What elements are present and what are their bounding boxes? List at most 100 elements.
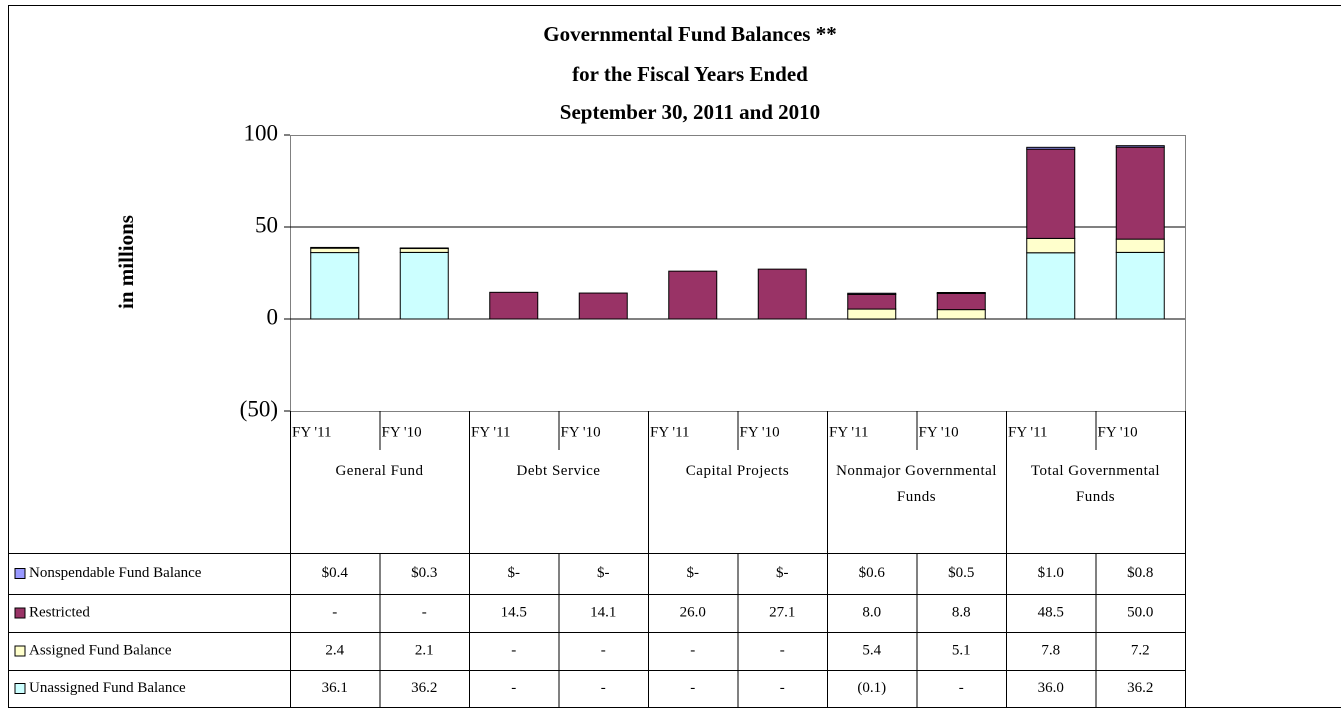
x-tick-label: FY '11 [650, 424, 690, 440]
bar-segment [489, 291, 539, 320]
data-label: 48.5 [1038, 604, 1064, 620]
y-tick-label: 100 [244, 120, 279, 145]
group-label: General Fund [335, 463, 424, 479]
y-tick-label: (50) [240, 396, 278, 421]
bar-segment [1115, 146, 1165, 240]
bar-segment [847, 293, 897, 310]
x-tick-label: FY '10 [382, 424, 422, 440]
bar-segment [757, 268, 807, 320]
legend-label: Nonspendable Fund Balance [29, 565, 202, 581]
group-label: Total Governmental Funds [1030, 463, 1161, 505]
bar-segment [668, 270, 718, 320]
legend-label: Restricted [29, 604, 90, 620]
bar-segment [399, 247, 449, 250]
chart-title: Governmental Fund Balances ** [543, 22, 836, 46]
data-label: - [690, 642, 695, 658]
group-label: Nonmajor Governmental Funds [836, 463, 997, 505]
data-label: $- [508, 565, 521, 581]
bar-segment [1026, 237, 1076, 254]
x-tick-label: FY '11 [292, 424, 332, 440]
legend-label: Assigned Fund Balance [29, 642, 172, 658]
group-label: Capital Projects [685, 463, 790, 479]
data-label: - [690, 680, 695, 696]
group-label-box: General Fund [335, 463, 424, 479]
data-label: 8.0 [862, 604, 881, 620]
data-label: - [780, 680, 785, 696]
legend-swatch [14, 607, 26, 619]
chart-title: for the Fiscal Years Ended [572, 62, 808, 86]
data-label: 2.4 [325, 642, 344, 658]
group-label-box: Debt Service [516, 463, 601, 479]
bar-segment [1026, 148, 1076, 239]
data-label: - [511, 642, 516, 658]
y-axis-label: in millions [114, 215, 138, 309]
bar-segment [1026, 252, 1076, 320]
group-label: Debt Service [516, 463, 601, 479]
data-label: - [601, 642, 606, 658]
x-tick-label: FY '10 [561, 424, 601, 440]
bar-segment [1115, 251, 1165, 320]
data-label: $- [687, 565, 700, 581]
legend-swatch [14, 683, 26, 694]
data-label: - [601, 680, 606, 696]
bar-segment [1115, 238, 1165, 253]
data-label: 5.4 [862, 642, 881, 658]
data-label: 36.0 [1038, 680, 1064, 696]
legend-label: Unassigned Fund Balance [29, 680, 186, 696]
data-label: $0.6 [859, 565, 886, 581]
bar-segment [1115, 145, 1165, 148]
bar-segment [847, 308, 897, 320]
data-label: 14.1 [590, 604, 616, 620]
data-label: - [780, 642, 785, 658]
chart-title: September 30, 2011 and 2010 [560, 100, 820, 124]
data-label: 5.1 [952, 642, 971, 658]
data-label: 36.1 [322, 680, 348, 696]
x-tick-label: FY '10 [919, 424, 959, 440]
data-label: $0.4 [322, 565, 349, 581]
data-label: $0.8 [1127, 565, 1153, 581]
data-label: 26.0 [680, 604, 706, 620]
x-tick-label: FY '11 [1008, 424, 1048, 440]
bar-segment [399, 251, 449, 320]
x-tick-label: FY '11 [829, 424, 869, 440]
data-label: - [511, 680, 516, 696]
x-tick-label: FY '10 [740, 424, 780, 440]
bar-segment [310, 246, 360, 249]
x-tick-label: FY '10 [1098, 424, 1138, 440]
x-tick-label: FY '11 [471, 424, 511, 440]
group-label-box: Nonmajor Governmental Funds [836, 463, 997, 505]
group-label-box: Capital Projects [685, 463, 790, 479]
data-label: $0.5 [948, 565, 974, 581]
data-label: $- [776, 565, 789, 581]
data-label: 7.8 [1041, 642, 1060, 658]
data-label: 14.5 [501, 604, 527, 620]
y-tick-label: 0 [267, 304, 279, 329]
bar-segment [399, 248, 449, 253]
data-label: 2.1 [415, 642, 434, 658]
legend-swatch [14, 568, 26, 579]
bar-segment [936, 309, 986, 320]
data-label: 50.0 [1127, 604, 1153, 620]
data-label: 27.1 [769, 604, 795, 620]
bar-segment [936, 292, 986, 294]
data-label: 36.2 [411, 680, 437, 696]
bar-segment [310, 252, 360, 320]
data-label: 8.8 [952, 604, 971, 620]
bar-segment [847, 292, 897, 295]
data-label: $0.3 [411, 565, 437, 581]
data-label: $1.0 [1038, 565, 1064, 581]
bar-segment [578, 292, 628, 320]
legend-swatch [14, 645, 26, 657]
bar-segment [936, 292, 986, 311]
data-label: - [959, 680, 964, 696]
data-label: 36.2 [1127, 680, 1153, 696]
data-label: - [422, 604, 427, 620]
group-label-box: Total Governmental Funds [1030, 463, 1161, 505]
y-tick-label: 50 [255, 212, 278, 237]
data-label: (0.1) [857, 680, 886, 696]
bar-segment [310, 247, 360, 254]
data-label: 7.2 [1131, 642, 1150, 658]
data-label: - [332, 604, 337, 620]
data-label: $- [597, 565, 610, 581]
